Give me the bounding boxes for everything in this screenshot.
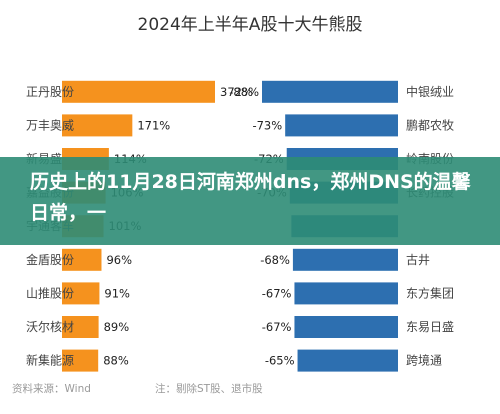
loser-name: 东方集团 bbox=[406, 285, 454, 300]
loser-value: -65% bbox=[265, 354, 295, 368]
gainer-bar bbox=[62, 316, 99, 338]
gainer-value: 88% bbox=[103, 354, 129, 368]
gainer-bar bbox=[62, 114, 133, 137]
gainer-value: 89% bbox=[104, 320, 130, 334]
gainer-bar bbox=[62, 349, 99, 372]
gainer-name: 沃尔核材 bbox=[26, 319, 74, 334]
exclusion-note: 注：剔除ST股、退市股 bbox=[155, 382, 263, 395]
loser-value: -88% bbox=[229, 85, 259, 99]
loser-name: 鹏都农牧 bbox=[406, 118, 454, 132]
gainer-name: 正丹股份 bbox=[26, 85, 74, 99]
gainer-value: 372% bbox=[220, 85, 253, 99]
source-note: 资料来源：Wind bbox=[12, 382, 91, 395]
gainer-name: 金盾股份 bbox=[26, 252, 74, 267]
loser-bar bbox=[294, 316, 398, 338]
loser-value: -73% bbox=[252, 118, 282, 132]
gainer-name: 万丰奥威 bbox=[26, 118, 74, 132]
loser-bar bbox=[294, 282, 398, 305]
gainer-name: 新集能源 bbox=[26, 353, 74, 368]
gainer-value: 96% bbox=[106, 253, 132, 267]
loser-value: -67% bbox=[262, 320, 292, 334]
headline-text: 历史上的11月28日河南郑州dns，郑州DNS的温馨日常，一 bbox=[30, 171, 471, 224]
loser-value: -68% bbox=[260, 253, 290, 267]
loser-value: -67% bbox=[262, 286, 292, 300]
loser-name: 东易日盛 bbox=[406, 319, 454, 334]
gainer-bar bbox=[62, 282, 100, 305]
gainer-value: 91% bbox=[104, 286, 130, 300]
loser-name: 跨境通 bbox=[406, 353, 442, 368]
headline-banner: 历史上的11月28日河南郑州dns，郑州DNS的温馨日常，一 bbox=[0, 157, 500, 245]
chart-title: 2024年上半年A股十大牛熊股 bbox=[138, 15, 363, 35]
loser-bar bbox=[285, 114, 398, 137]
gainer-bar bbox=[62, 80, 215, 103]
loser-bar bbox=[292, 248, 398, 271]
gainer-value: 171% bbox=[137, 118, 170, 132]
loser-bar bbox=[262, 80, 398, 103]
loser-name: 中银绒业 bbox=[406, 84, 454, 99]
gainer-name: 山推股份 bbox=[26, 286, 74, 300]
loser-name: 古井 bbox=[406, 252, 430, 267]
gainer-bar bbox=[62, 248, 102, 271]
loser-bar bbox=[297, 349, 398, 372]
